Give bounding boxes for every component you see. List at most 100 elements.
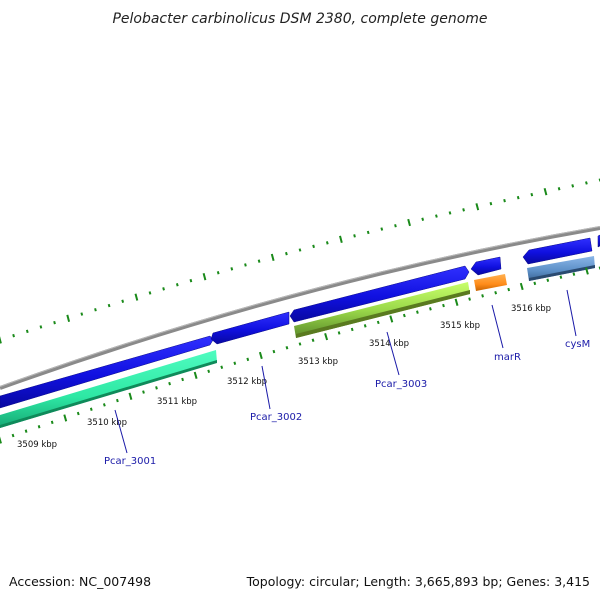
gene-labels: Pcar_3001 Pcar_3002 Pcar_3003 marR cysM: [104, 339, 590, 467]
minor-tick: [325, 241, 329, 245]
minor-tick: [516, 195, 520, 200]
tick-label: 3512 kbp: [227, 377, 267, 387]
minor-tick: [298, 248, 302, 252]
major-tick: [128, 392, 133, 400]
tick-label: 3514 kbp: [369, 339, 409, 349]
major-tick: [543, 188, 548, 196]
major-tick: [63, 414, 68, 422]
gene-label-pcar-3001[interactable]: Pcar_3001: [104, 456, 156, 467]
major-tick: [454, 298, 459, 306]
minor-tick: [207, 369, 211, 373]
minor-tick: [12, 333, 15, 338]
minor-tick: [53, 320, 56, 325]
minor-tick: [50, 420, 54, 425]
major-tick: [202, 273, 207, 281]
minor-tick: [162, 287, 165, 291]
minor-tick: [311, 338, 315, 342]
major-tick: [0, 336, 2, 344]
cds-arrow[interactable]: [470, 256, 502, 276]
cds-arrow[interactable]: [289, 265, 470, 323]
minor-tick: [503, 198, 506, 203]
minor-tick: [285, 346, 289, 350]
major-tick: [519, 282, 524, 291]
gene-label-cysm[interactable]: cysM: [565, 339, 590, 350]
minor-tick: [353, 234, 356, 238]
minor-tick: [350, 327, 354, 332]
gene-label-marr[interactable]: marR: [494, 352, 521, 363]
minor-tick: [24, 429, 28, 433]
minor-tick: [155, 386, 158, 390]
minor-tick: [442, 303, 445, 308]
minor-tick: [585, 181, 588, 185]
minor-tick: [285, 251, 288, 256]
minor-tick: [102, 403, 106, 407]
minor-tick: [468, 297, 471, 301]
major-tick: [339, 235, 343, 243]
minor-tick: [380, 227, 384, 231]
minor-tick: [481, 294, 484, 298]
minor-tick: [557, 187, 561, 191]
minor-tick: [230, 267, 234, 271]
minor-tick: [394, 224, 397, 228]
minor-tick: [363, 324, 367, 328]
minor-tick: [37, 425, 41, 429]
tick-label: 3516 kbp: [511, 304, 551, 314]
major-tick: [475, 203, 480, 211]
minor-tick: [189, 278, 193, 283]
major-tick: [66, 314, 71, 322]
minor-tick: [148, 291, 152, 295]
minor-tick: [216, 271, 220, 275]
genome-summary-text: Topology: circular; Length: 3,665,893 bp…: [246, 574, 590, 589]
cds-arrow[interactable]: [210, 311, 290, 345]
minor-tick: [559, 275, 563, 279]
minor-tick: [94, 308, 97, 312]
minor-tick: [25, 329, 29, 334]
tick-label: 3513 kbp: [298, 357, 338, 367]
gene-label-pcar-3003[interactable]: Pcar_3003: [375, 379, 427, 390]
minor-tick: [244, 263, 247, 267]
minor-tick: [416, 310, 419, 314]
minor-tick: [435, 214, 438, 218]
minor-tick: [116, 398, 119, 403]
minor-tick: [507, 287, 511, 292]
minor-tick: [11, 433, 15, 438]
minor-tick: [233, 361, 237, 365]
cds-arrow[interactable]: [0, 335, 214, 409]
minor-tick: [168, 381, 171, 386]
minor-tick: [462, 208, 465, 212]
minor-tick: [175, 283, 179, 287]
gene-leaders: [114, 289, 577, 454]
inner-tick-ring: [0, 266, 600, 444]
minor-tick: [489, 201, 493, 206]
tick-label: 3510 kbp: [87, 418, 127, 428]
major-tick: [324, 333, 329, 341]
minor-tick: [246, 357, 250, 362]
minor-tick: [494, 291, 498, 295]
minor-tick: [546, 278, 550, 282]
minor-tick: [142, 390, 145, 394]
minor-tick: [80, 312, 84, 316]
minor-tick: [89, 407, 93, 411]
gene-track: [0, 256, 595, 428]
minor-tick: [572, 272, 576, 276]
minor-tick: [533, 281, 537, 286]
gene-label-pcar-3002[interactable]: Pcar_3002: [250, 412, 302, 423]
minor-tick: [272, 349, 276, 354]
minor-tick: [107, 303, 111, 308]
accession-text: Accession: NC_007498: [9, 574, 151, 589]
gene-cds-cysm[interactable]: [527, 256, 595, 281]
cds-arrow[interactable]: [522, 237, 593, 265]
scale-labels: 3509 kbp 3510 kbp 3511 kbp 3512 kbp 3513…: [17, 304, 551, 450]
minor-tick: [298, 342, 302, 346]
major-tick: [0, 436, 2, 444]
gene-cds-marr[interactable]: [474, 274, 507, 291]
minor-tick: [571, 184, 575, 188]
minor-tick: [429, 307, 432, 311]
gene-cds-pcar-3001[interactable]: [0, 350, 217, 428]
tick-label: 3515 kbp: [440, 321, 480, 331]
minor-tick: [121, 299, 125, 303]
minor-tick: [76, 411, 80, 416]
minor-tick: [181, 377, 184, 382]
minor-tick: [312, 244, 315, 249]
